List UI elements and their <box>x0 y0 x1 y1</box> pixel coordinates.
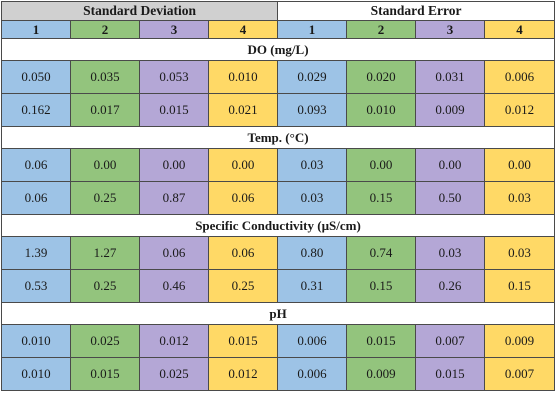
value-cell: 0.015 <box>415 357 486 391</box>
table-row: 0.06 0.25 0.87 0.06 0.03 0.15 0.50 0.03 <box>1 181 555 215</box>
value-cell: 0.00 <box>70 148 140 182</box>
standard-error-header: Standard Error <box>277 1 555 21</box>
value-cell: 0.010 <box>207 60 279 94</box>
value-cell: 0.87 <box>139 181 209 215</box>
group-header-row: Standard Deviation Standard Error <box>0 1 555 21</box>
value-cell: 0.00 <box>207 148 279 182</box>
value-cell: 0.093 <box>277 93 348 127</box>
column-number: 4 <box>484 20 555 39</box>
column-number-row: 1 2 3 4 1 2 3 4 <box>1 20 555 39</box>
standard-deviation-header: Standard Deviation <box>0 1 279 21</box>
value-cell: 0.012 <box>139 324 209 358</box>
value-cell: 0.012 <box>484 93 555 127</box>
value-cell: 0.26 <box>415 269 486 303</box>
section-header-row: DO (mg/L) <box>0 38 555 61</box>
value-cell: 0.006 <box>277 357 348 391</box>
value-cell: 0.00 <box>139 148 209 182</box>
value-cell: 0.00 <box>415 148 486 182</box>
column-number: 2 <box>70 20 140 39</box>
table-row: 0.010 0.025 0.012 0.015 0.006 0.015 0.007 0.009 <box>1 324 555 358</box>
value-cell: 0.015 <box>346 324 417 358</box>
value-cell: 0.006 <box>277 324 348 358</box>
value-cell: 0.031 <box>415 60 486 94</box>
column-number: 3 <box>139 20 209 39</box>
value-cell: 0.06 <box>139 236 209 270</box>
value-cell: 0.50 <box>415 181 486 215</box>
value-cell: 0.00 <box>484 148 555 182</box>
value-cell: 0.017 <box>70 93 140 127</box>
value-cell: 0.00 <box>346 148 417 182</box>
value-cell: 0.25 <box>70 269 140 303</box>
value-cell: 0.25 <box>70 181 140 215</box>
section-header-row: Specific Conductivity (µS/cm) <box>0 214 555 237</box>
value-cell: 0.010 <box>346 93 417 127</box>
statistics-table: Standard Deviation Standard Error 1 2 3 … <box>0 1 555 391</box>
statistics-table-body: Standard Deviation Standard Error 1 2 3 … <box>0 1 555 391</box>
section-title: DO (mg/L) <box>0 38 555 61</box>
value-cell: 0.009 <box>346 357 417 391</box>
value-cell: 1.39 <box>1 236 71 270</box>
value-cell: 0.053 <box>139 60 209 94</box>
section-header-row: pH <box>0 302 555 325</box>
value-cell: 0.021 <box>207 93 279 127</box>
value-cell: 0.06 <box>1 181 71 215</box>
value-cell: 0.009 <box>415 93 486 127</box>
value-cell: 0.015 <box>207 324 279 358</box>
value-cell: 0.74 <box>346 236 417 270</box>
value-cell: 0.020 <box>346 60 417 94</box>
value-cell: 0.009 <box>484 324 555 358</box>
value-cell: 0.010 <box>1 324 71 358</box>
table-row: 0.53 0.25 0.46 0.25 0.31 0.15 0.26 0.15 <box>1 269 555 303</box>
value-cell: 0.80 <box>277 236 348 270</box>
value-cell: 0.010 <box>1 357 71 391</box>
value-cell: 0.46 <box>139 269 209 303</box>
section-title: Temp. (°C) <box>0 126 555 149</box>
value-cell: 0.162 <box>1 93 71 127</box>
value-cell: 0.03 <box>277 148 348 182</box>
value-cell: 0.15 <box>484 269 555 303</box>
column-number: 1 <box>277 20 348 39</box>
section-title: Specific Conductivity (µS/cm) <box>0 214 555 237</box>
value-cell: 0.015 <box>70 357 140 391</box>
value-cell: 0.015 <box>139 93 209 127</box>
table-row: 0.06 0.00 0.00 0.00 0.03 0.00 0.00 0.00 <box>1 148 555 182</box>
value-cell: 0.03 <box>277 181 348 215</box>
value-cell: 0.06 <box>207 236 279 270</box>
value-cell: 0.03 <box>484 181 555 215</box>
value-cell: 0.31 <box>277 269 348 303</box>
table-row: 0.010 0.015 0.025 0.012 0.006 0.009 0.015 0.007 <box>1 357 555 391</box>
column-number: 2 <box>346 20 417 39</box>
value-cell: 0.007 <box>415 324 486 358</box>
table-row: 1.39 1.27 0.06 0.06 0.80 0.74 0.03 0.03 <box>1 236 555 270</box>
value-cell: 0.050 <box>1 60 71 94</box>
value-cell: 0.25 <box>207 269 279 303</box>
value-cell: 0.025 <box>139 357 209 391</box>
section-header-row: Temp. (°C) <box>0 126 555 149</box>
value-cell: 0.15 <box>346 181 417 215</box>
value-cell: 0.029 <box>277 60 348 94</box>
value-cell: 0.06 <box>1 148 71 182</box>
value-cell: 0.03 <box>484 236 555 270</box>
column-number: 4 <box>207 20 279 39</box>
section-title: pH <box>0 302 555 325</box>
table-row: 0.050 0.035 0.053 0.010 0.029 0.020 0.031 0.006 <box>1 60 555 94</box>
value-cell: 0.025 <box>70 324 140 358</box>
value-cell: 0.012 <box>207 357 279 391</box>
column-number: 3 <box>415 20 486 39</box>
value-cell: 0.007 <box>484 357 555 391</box>
value-cell: 0.03 <box>415 236 486 270</box>
value-cell: 0.035 <box>70 60 140 94</box>
value-cell: 0.06 <box>207 181 279 215</box>
value-cell: 0.15 <box>346 269 417 303</box>
column-number: 1 <box>1 20 71 39</box>
value-cell: 0.53 <box>1 269 71 303</box>
table-row: 0.162 0.017 0.015 0.021 0.093 0.010 0.009 0.012 <box>1 93 555 127</box>
value-cell: 1.27 <box>70 236 140 270</box>
value-cell: 0.006 <box>484 60 555 94</box>
